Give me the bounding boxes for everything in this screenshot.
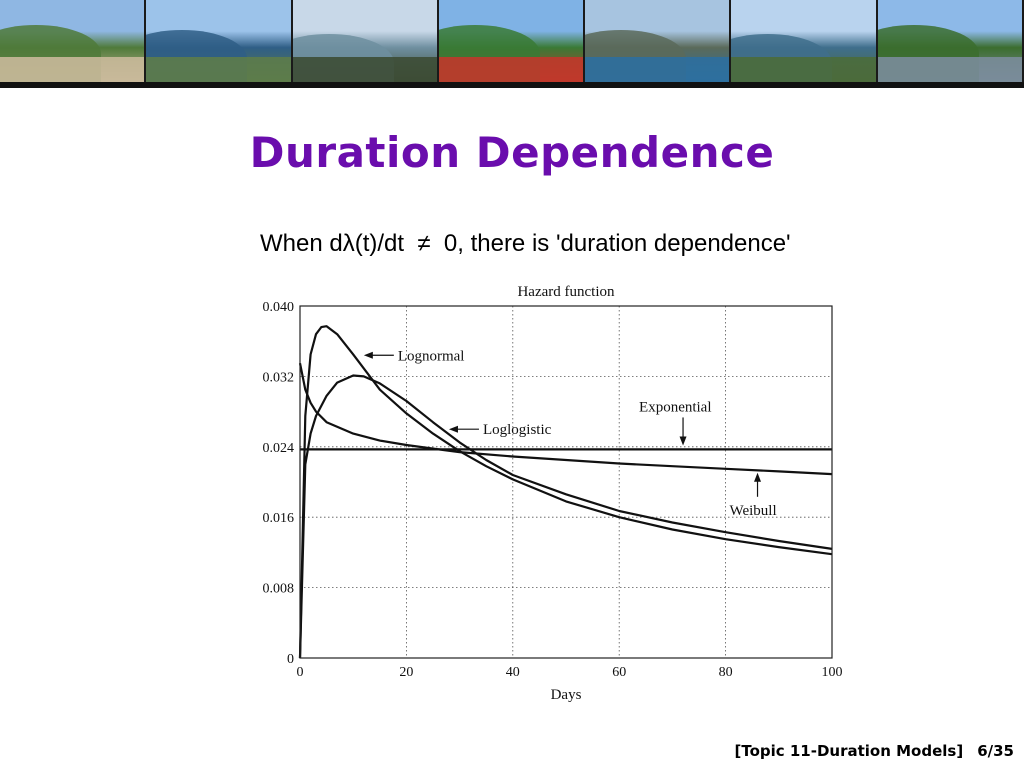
y-tick-label: 0.032 [263, 370, 295, 385]
y-tick-label: 0.024 [263, 441, 295, 456]
chart-title: Hazard function [517, 284, 615, 300]
annotation-weibull-arrow-head [754, 472, 762, 482]
x-tick-label: 60 [612, 665, 626, 680]
x-tick-label: 0 [297, 665, 304, 680]
y-tick-label: 0.040 [263, 300, 295, 315]
banner-divider [0, 82, 1024, 88]
photo-banner [0, 0, 1024, 88]
annotation-lognormal-arrow-head [363, 351, 373, 359]
annotation-loglogistic: Loglogistic [448, 422, 552, 438]
annotation-loglogistic-label: Loglogistic [483, 422, 552, 438]
hazard-chart: Hazard function 0 20 40 60 80 100 0 0.008 0.016 0.… [263, 284, 843, 703]
annotation-exponential-arrow-head [679, 436, 687, 446]
plot-frame [299, 305, 833, 659]
banner-photo-lakeside-promenade [292, 0, 439, 82]
annotation-loglogistic-arrow-head [448, 425, 458, 433]
annotation-exponential-label: Exponential [639, 399, 711, 415]
annotation-lognormal-label: Lognormal [398, 348, 465, 364]
annotation-weibull-label: Weibull [730, 503, 777, 519]
annotation-exponential: Exponential [639, 399, 712, 446]
x-tick-label: 40 [506, 665, 520, 680]
slide-footer: [Topic 11-Duration Models] 6/35 [720, 742, 1014, 760]
page-number: 6/35 [977, 742, 1014, 760]
x-tick-label: 100 [822, 665, 843, 680]
slide-subtitle: When dλ(t)/dt ≠ 0, there is 'duration de… [260, 230, 791, 257]
banner-photo-flower-garden [438, 0, 586, 82]
series-line-lognormal [298, 325, 833, 659]
slide-title: Duration Dependence [249, 128, 775, 177]
footer-topic: [Topic 11-Duration Models] [734, 742, 964, 760]
banner-photo-hillside-village [0, 0, 147, 82]
x-axis-label: Days [551, 687, 582, 703]
y-tick-label: 0.016 [263, 511, 295, 526]
series-line-weibull [298, 362, 833, 476]
x-tick-label: 80 [719, 665, 733, 680]
y-tick-label: 0.008 [263, 582, 295, 597]
annotation-weibull: Weibull [730, 472, 777, 519]
y-tick-label: 0 [287, 652, 294, 667]
x-tick-label: 20 [399, 665, 413, 680]
banner-photo-cloudy-lake [731, 0, 878, 82]
banner-photo-mountain-lake [585, 0, 732, 82]
banner-photo-promenade-trees [877, 0, 1024, 82]
banner-photo-lake-mountains [146, 0, 293, 82]
annotation-lognormal: Lognormal [363, 348, 465, 364]
